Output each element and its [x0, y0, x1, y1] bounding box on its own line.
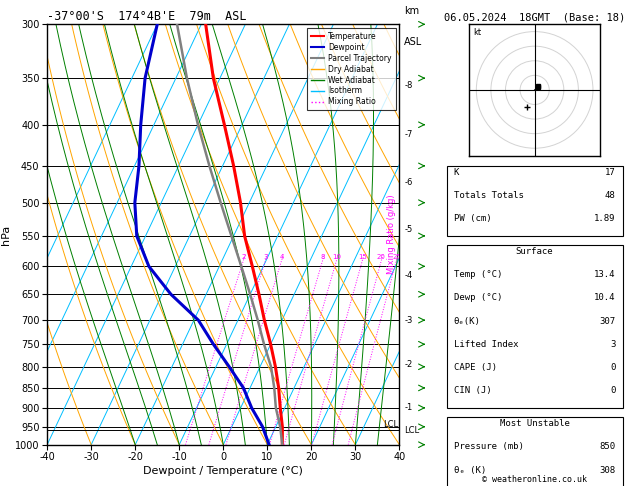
- Text: -3: -3: [404, 315, 413, 325]
- Text: -5: -5: [404, 225, 413, 234]
- Text: 0: 0: [610, 363, 616, 372]
- Text: Mixing Ratio (g/kg): Mixing Ratio (g/kg): [387, 195, 396, 274]
- Text: 307: 307: [599, 316, 616, 326]
- Text: CAPE (J): CAPE (J): [454, 363, 497, 372]
- Bar: [447, 245, 623, 408]
- Text: LCL: LCL: [404, 426, 420, 435]
- Text: -2: -2: [404, 360, 413, 369]
- Text: Dewp (°C): Dewp (°C): [454, 294, 502, 302]
- Text: -4: -4: [404, 271, 413, 280]
- Text: 3: 3: [610, 340, 616, 349]
- Text: Temp (°C): Temp (°C): [454, 270, 502, 279]
- Text: 48: 48: [605, 191, 616, 200]
- Text: CIN (J): CIN (J): [454, 386, 491, 395]
- Text: 8: 8: [320, 255, 325, 260]
- Text: 4: 4: [279, 255, 284, 260]
- Text: -8: -8: [404, 81, 413, 89]
- Text: 3: 3: [263, 255, 268, 260]
- Text: 06.05.2024  18GMT  (Base: 18): 06.05.2024 18GMT (Base: 18): [444, 12, 625, 22]
- Text: θₑ(K): θₑ(K): [454, 316, 481, 326]
- Text: 10: 10: [332, 255, 341, 260]
- Y-axis label: hPa: hPa: [1, 225, 11, 244]
- Text: 1.89: 1.89: [594, 214, 616, 223]
- Text: 10.4: 10.4: [594, 294, 616, 302]
- Text: km: km: [404, 6, 420, 16]
- Text: 25: 25: [392, 255, 401, 260]
- Text: K: K: [454, 168, 459, 176]
- Text: PW (cm): PW (cm): [454, 214, 491, 223]
- Text: θₑ (K): θₑ (K): [454, 466, 486, 474]
- Text: LCL: LCL: [383, 420, 398, 429]
- Text: Surface: Surface: [516, 247, 554, 256]
- Text: -7: -7: [404, 130, 413, 139]
- Text: © weatheronline.co.uk: © weatheronline.co.uk: [482, 474, 587, 484]
- Text: Totals Totals: Totals Totals: [454, 191, 523, 200]
- Text: Most Unstable: Most Unstable: [499, 419, 570, 428]
- Text: 0: 0: [610, 386, 616, 395]
- Text: Lifted Index: Lifted Index: [454, 340, 518, 349]
- Text: -37°00'S  174°4B'E  79m  ASL: -37°00'S 174°4B'E 79m ASL: [47, 10, 247, 23]
- Text: 13.4: 13.4: [594, 270, 616, 279]
- Bar: [447, 417, 623, 486]
- Legend: Temperature, Dewpoint, Parcel Trajectory, Dry Adiabat, Wet Adiabat, Isotherm, Mi: Temperature, Dewpoint, Parcel Trajectory…: [307, 28, 396, 110]
- Text: ASL: ASL: [404, 37, 423, 47]
- Text: 20: 20: [377, 255, 386, 260]
- Text: -1: -1: [404, 402, 413, 412]
- Bar: [447, 166, 623, 236]
- Text: 308: 308: [599, 466, 616, 474]
- Text: 2: 2: [241, 255, 245, 260]
- Text: Pressure (mb): Pressure (mb): [454, 442, 523, 451]
- Text: -6: -6: [404, 178, 413, 187]
- X-axis label: Dewpoint / Temperature (°C): Dewpoint / Temperature (°C): [143, 467, 303, 476]
- Text: 850: 850: [599, 442, 616, 451]
- Text: 17: 17: [605, 168, 616, 176]
- Text: kt: kt: [474, 28, 482, 36]
- Text: 15: 15: [358, 255, 367, 260]
